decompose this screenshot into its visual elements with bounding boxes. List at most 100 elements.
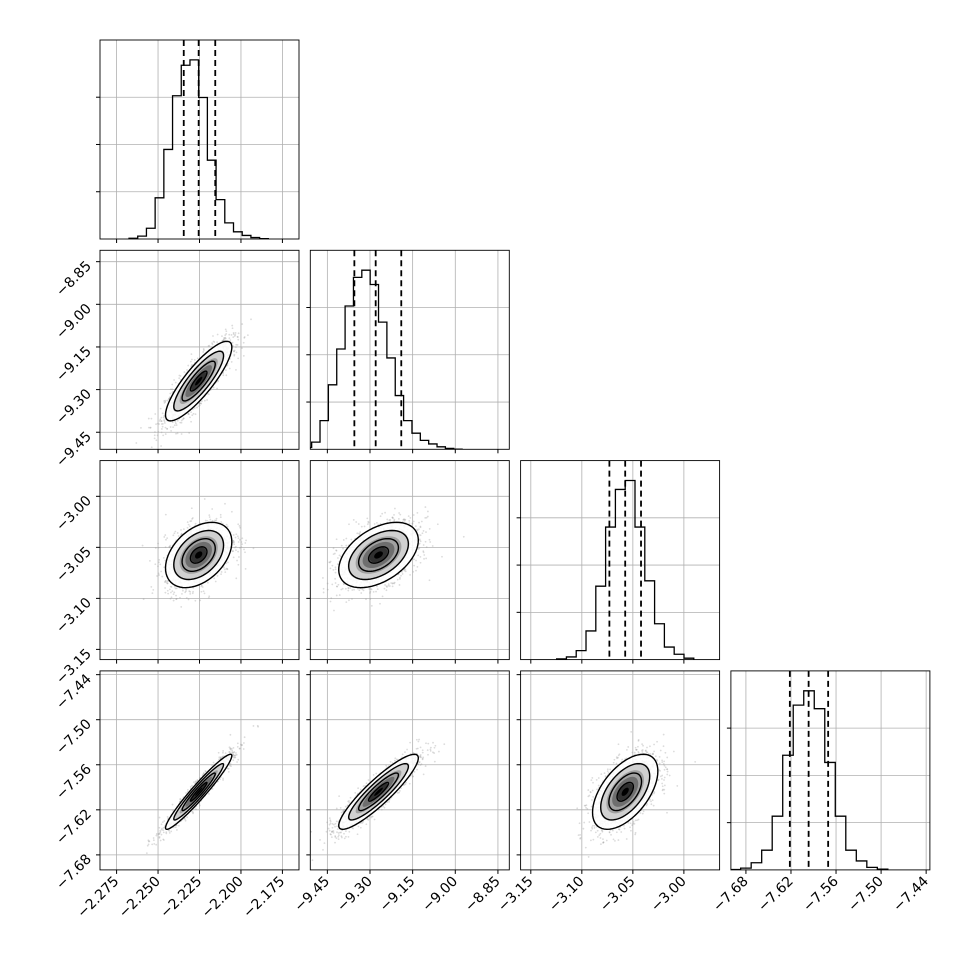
scatter-point	[151, 592, 154, 595]
scatter-point	[411, 522, 414, 525]
scatter-point	[190, 353, 193, 356]
contour-line	[367, 546, 390, 564]
scatter-point	[214, 580, 217, 583]
scatter-point	[175, 432, 177, 435]
scatter-point	[233, 756, 236, 759]
scatter-point	[384, 584, 386, 586]
scatter-point	[154, 431, 156, 433]
scatter-point	[429, 541, 432, 543]
scatter-point	[150, 585, 153, 588]
scatter-point	[169, 546, 171, 548]
scatter-point	[200, 584, 203, 587]
scatter-point	[160, 445, 162, 447]
density-level	[195, 551, 203, 559]
scatter-point	[166, 580, 169, 583]
scatter-point	[403, 518, 406, 521]
scatter-point	[224, 571, 227, 574]
scatter-point	[397, 518, 400, 520]
scatter-point	[161, 412, 164, 415]
scatter-point	[202, 590, 205, 593]
scatter-point	[167, 592, 170, 595]
scatter-point	[419, 525, 422, 528]
scatter-point	[169, 426, 172, 428]
scatter-point	[417, 554, 420, 557]
scatter-point	[223, 568, 226, 571]
scatter-point	[220, 571, 223, 573]
panel-frame	[309, 460, 510, 661]
scatter-point	[386, 586, 388, 588]
scatter-point	[230, 334, 233, 336]
scatter-point	[169, 585, 172, 588]
scatter-point	[235, 346, 237, 349]
scatter-point	[237, 523, 240, 526]
scatter-point	[223, 337, 226, 340]
scatter-point	[164, 579, 167, 582]
scatter-point	[415, 569, 417, 572]
scatter-point	[427, 510, 429, 513]
scatter-point	[156, 422, 159, 425]
scatter-point	[189, 520, 192, 523]
scatter-point	[412, 514, 415, 516]
scatter-point	[402, 518, 405, 521]
scatter-point	[197, 405, 200, 408]
scatter-point	[160, 416, 163, 419]
scatter-point	[223, 337, 225, 339]
contour-line	[338, 521, 420, 589]
scatter-point	[387, 583, 390, 586]
scatter-point	[226, 568, 229, 570]
scatter-point	[168, 546, 171, 549]
scatter-point	[163, 820, 166, 822]
scatter-point	[187, 412, 190, 415]
scatter-point	[149, 560, 151, 562]
scatter-point	[342, 547, 344, 550]
scatter-point	[152, 839, 155, 842]
scatter-point	[166, 399, 169, 402]
scatter-point	[164, 580, 167, 583]
scatter-point	[235, 343, 238, 346]
scatter-point	[180, 533, 183, 536]
scatter-point	[203, 592, 206, 595]
scatter-point	[175, 424, 178, 426]
scatter-point	[388, 585, 391, 587]
scatter-point	[162, 416, 165, 419]
scatter-point	[175, 594, 177, 597]
scatter-point	[211, 508, 214, 510]
scatter-point	[345, 537, 348, 540]
scatter-point	[219, 757, 222, 760]
scatter-point	[376, 588, 379, 591]
scatter-point	[243, 336, 246, 339]
scatter-point	[236, 535, 239, 538]
scatter-point	[164, 534, 167, 536]
scatter-point	[164, 401, 167, 403]
scatter-point	[190, 507, 193, 510]
scatter-point	[224, 334, 227, 337]
scatter-point	[165, 538, 167, 541]
scatter-point	[147, 417, 150, 420]
scatter-point	[163, 400, 165, 402]
scatter-point	[363, 525, 366, 528]
scatter-point	[219, 513, 222, 516]
scatter-point	[441, 555, 443, 558]
scatter-point	[175, 824, 178, 827]
scatter-point	[233, 335, 236, 337]
scatter-point	[169, 544, 172, 547]
scatter-point	[416, 566, 419, 568]
scatter-point	[391, 516, 394, 519]
scatter-point	[416, 528, 419, 531]
scatter-point	[202, 351, 205, 353]
scatter-point	[155, 833, 158, 835]
scatter-point	[234, 536, 237, 539]
scatter-point	[334, 568, 337, 571]
panel-frame	[520, 460, 721, 661]
scatter-point	[199, 599, 202, 602]
scatter-point	[425, 531, 427, 533]
scatter-point	[234, 545, 237, 548]
scatter-point	[221, 339, 224, 342]
scatter-point	[393, 520, 396, 522]
scatter-point	[239, 546, 241, 549]
scatter-point	[381, 512, 384, 515]
scatter-point	[368, 587, 371, 590]
scatter-point	[424, 516, 427, 519]
scatter-point	[191, 363, 193, 366]
scatter-point	[244, 567, 247, 570]
